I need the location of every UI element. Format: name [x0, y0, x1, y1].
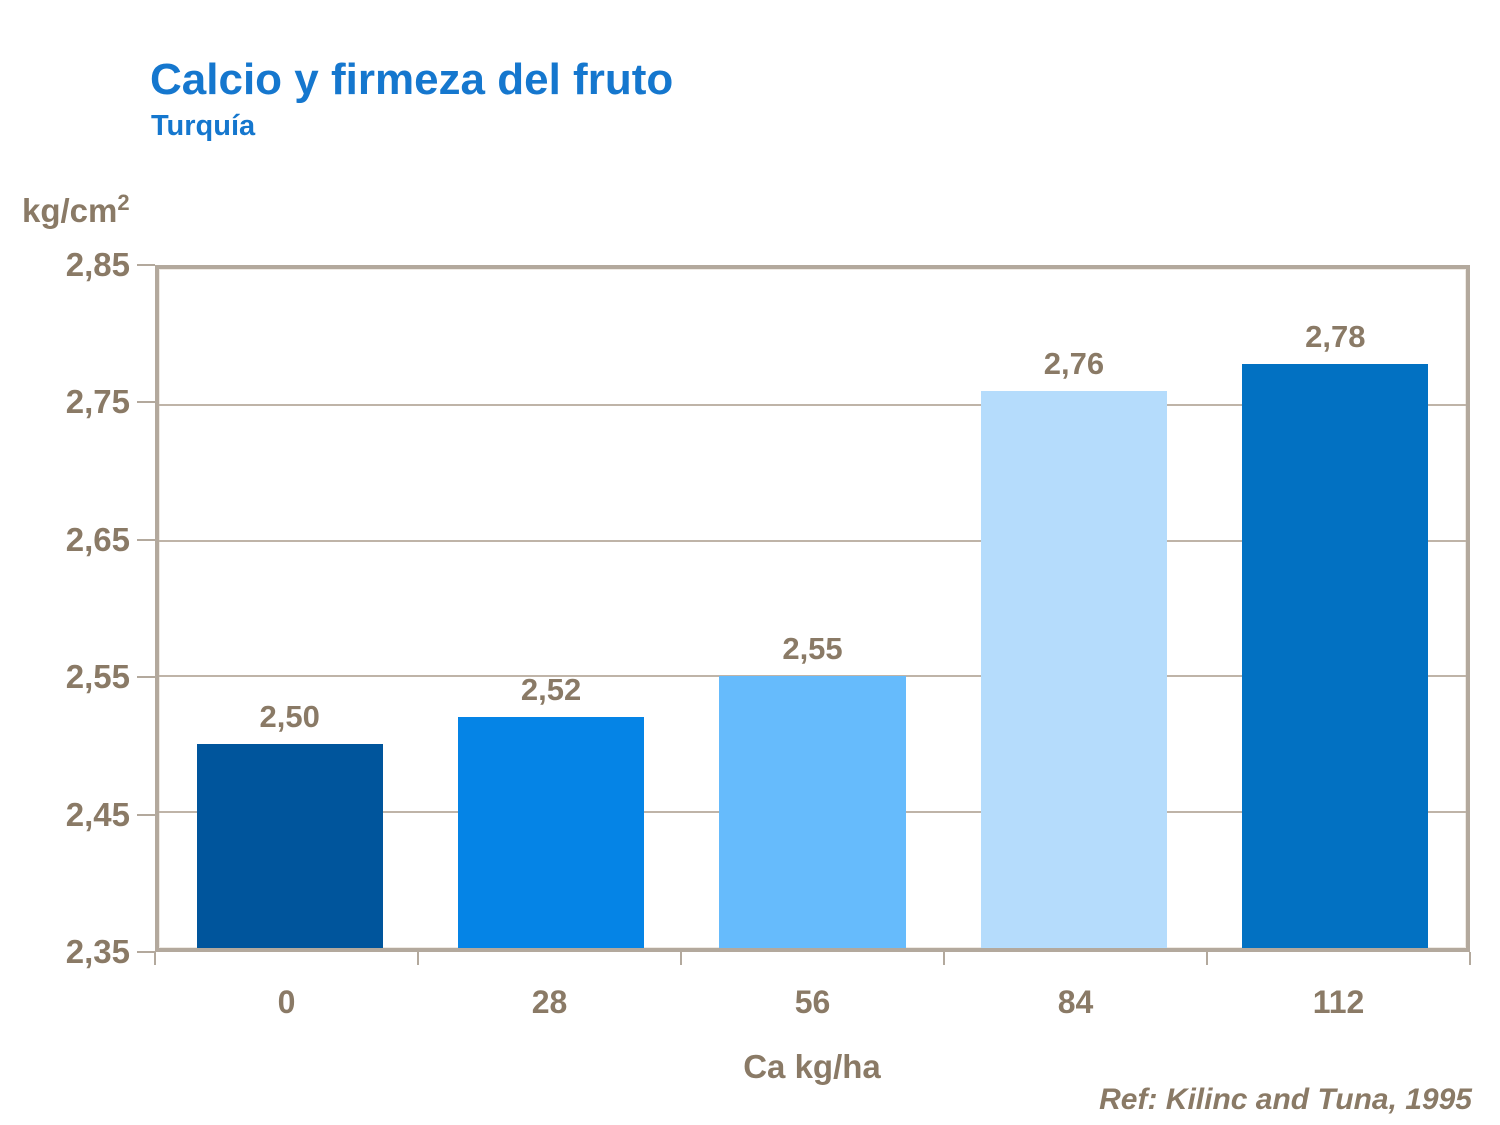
y-tick-mark	[137, 264, 155, 266]
y-tick-mark	[137, 538, 155, 541]
chart-subtitle: Turquía	[151, 110, 256, 142]
y-tick-label: 2,75	[65, 383, 130, 421]
bar-84	[980, 391, 1167, 948]
bar-112	[1242, 364, 1429, 948]
y-tick-mark	[137, 813, 155, 816]
bar-value-label: 2,50	[259, 699, 320, 735]
y-tick-label: 2,85	[65, 246, 130, 283]
y-axis-unit-base: kg/cm	[22, 192, 118, 229]
y-tick-label: 2,45	[65, 795, 130, 833]
x-category-label: 112	[1312, 984, 1365, 1020]
bar-28	[458, 717, 645, 948]
gridline	[159, 675, 1466, 678]
x-category-label: 56	[794, 984, 831, 1020]
y-tick-label: 2,35	[65, 933, 130, 970]
x-tick-mark	[417, 952, 419, 965]
chart-title: Calcio y firmeza del fruto	[150, 55, 674, 104]
x-tick-mark	[680, 952, 682, 965]
x-tick-mark	[1469, 952, 1471, 965]
bar-0	[196, 744, 383, 948]
reference-text: Ref: Kilinc and Tuna, 1995	[1099, 1083, 1472, 1116]
gridline	[159, 403, 1466, 406]
gridline	[159, 539, 1466, 542]
x-tick-mark	[154, 952, 156, 965]
bar-value-label: 2,55	[782, 631, 843, 667]
plot-area: 2,50 2,52 2,55 2,76 2,78	[155, 265, 1470, 952]
bar-value-label: 2,52	[520, 672, 582, 708]
y-axis-unit-superscript: 2	[117, 190, 130, 215]
bar-value-label: 2,78	[1305, 319, 1366, 355]
x-tick-mark	[943, 952, 945, 965]
y-tick-mark	[137, 401, 155, 404]
x-category-label: 84	[1057, 984, 1094, 1020]
x-tick-mark	[1206, 952, 1208, 965]
y-tick-label: 2,65	[65, 520, 130, 558]
bar-56	[719, 676, 906, 948]
y-tick-mark	[137, 951, 155, 953]
y-tick-label: 2,55	[65, 658, 130, 696]
y-axis-unit-label: kg/cm2	[22, 190, 130, 230]
x-axis-title: Ca kg/ha	[743, 1048, 881, 1085]
y-tick-mark	[137, 676, 155, 679]
x-category-label: 0	[277, 984, 296, 1020]
x-category-label: 28	[531, 984, 568, 1020]
bar-value-label: 2,76	[1043, 346, 1105, 382]
